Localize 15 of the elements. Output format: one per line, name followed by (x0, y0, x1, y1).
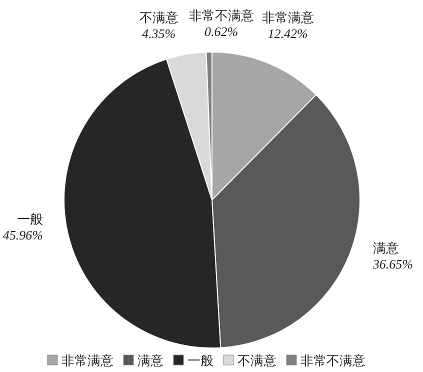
slice-label: 一般 (16, 212, 43, 228)
slice-label: 非常满意 (262, 11, 314, 26)
data-label: 36.65% (372, 256, 414, 272)
legend-label: 一般 (188, 354, 214, 369)
slice-label: 满意 (372, 242, 399, 257)
legend-label: 满意 (138, 354, 164, 369)
slice-label: 不满意 (139, 11, 178, 26)
legend-label: 非常不满意 (300, 354, 366, 369)
data-label: 45.96% (2, 228, 44, 243)
slice-label: 非常不满意 (188, 9, 254, 24)
data-label: 4.35% (142, 26, 176, 41)
data-label: 0.62% (204, 24, 238, 40)
data-label: 12.42% (268, 26, 308, 41)
legend-label: 非常满意 (62, 354, 114, 369)
legend-label: 不满意 (238, 354, 276, 369)
